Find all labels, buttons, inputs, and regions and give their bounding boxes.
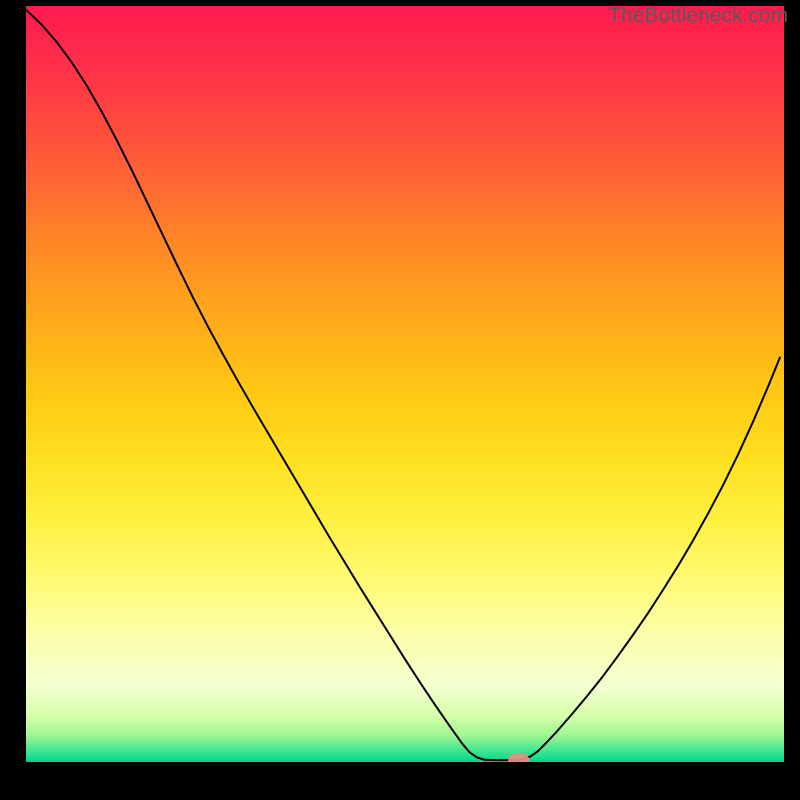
stage: TheBottleneck.com (0, 0, 800, 800)
bottleneck-chart (26, 6, 784, 762)
optimum-marker (508, 754, 529, 762)
plot-background-gradient (26, 6, 784, 762)
watermark-text: TheBottleneck.com (608, 4, 788, 28)
